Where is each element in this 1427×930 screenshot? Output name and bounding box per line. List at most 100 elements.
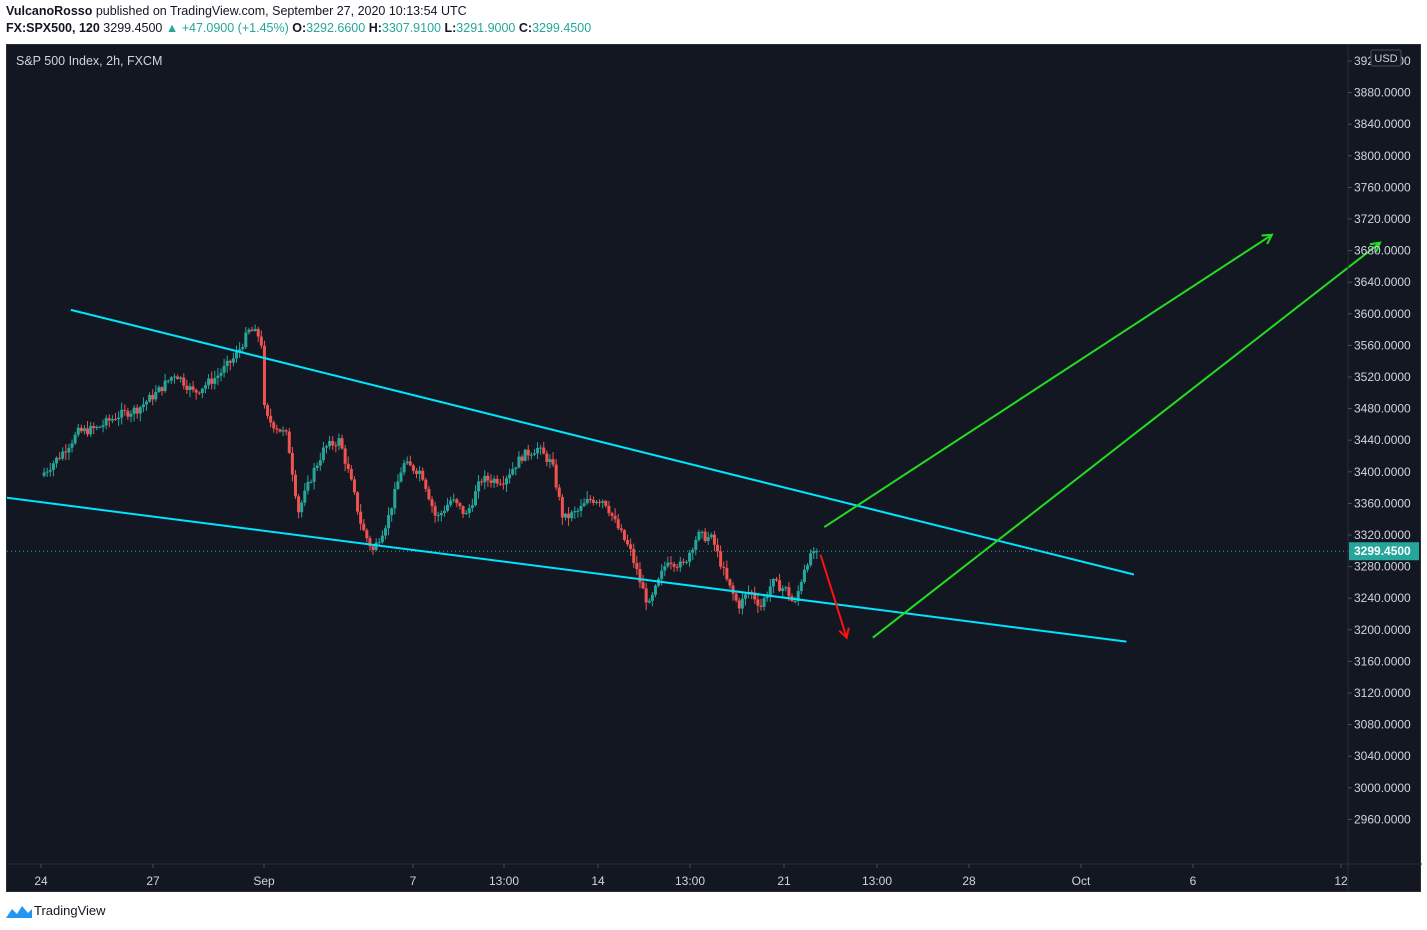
candle-body	[473, 491, 477, 506]
y-tick-label: 3640.0000	[1354, 275, 1411, 289]
candle-body	[731, 585, 735, 594]
candle-body	[421, 470, 425, 480]
candle-body	[325, 446, 329, 448]
candle-body	[430, 499, 434, 507]
x-tick-label: 13:00	[489, 874, 519, 888]
candle-body	[408, 461, 412, 466]
y-tick-label: 3240.0000	[1354, 591, 1411, 605]
candle-body	[796, 591, 800, 602]
candle-body	[660, 570, 664, 579]
candle-body	[635, 562, 639, 570]
candle-body	[405, 461, 409, 464]
candle-body	[536, 447, 540, 454]
open-label: O:	[292, 21, 307, 35]
candle-body	[774, 579, 778, 581]
candle-body	[113, 419, 117, 421]
y-tick-label: 3200.0000	[1354, 623, 1411, 637]
candle-body	[678, 561, 682, 568]
candle-body	[734, 593, 738, 601]
candle-body	[368, 538, 372, 547]
candle-body	[287, 431, 291, 453]
candle-body	[390, 508, 394, 516]
bull-arrow-2[interactable]	[872, 243, 1380, 639]
candle-body	[626, 540, 630, 545]
price-axis[interactable]: 3920.00003880.00003840.00003800.00003760…	[1348, 54, 1419, 826]
tradingview-logo-icon[interactable]	[6, 904, 32, 918]
candle-body	[275, 428, 279, 430]
candle-body	[436, 515, 440, 517]
candle-body	[725, 567, 729, 580]
bear-arrow[interactable]	[819, 554, 847, 638]
candle-body	[300, 502, 304, 513]
candle-body	[278, 429, 282, 432]
candle-body	[76, 427, 80, 435]
candle-body	[809, 553, 813, 566]
low-value: 3291.9000	[456, 21, 516, 35]
candle-body	[45, 471, 49, 473]
candle-body	[514, 467, 518, 470]
candle-body	[411, 465, 415, 471]
candle-body	[467, 508, 471, 514]
candle-body	[762, 598, 766, 607]
candle-body	[709, 534, 713, 538]
candle-body	[523, 449, 527, 461]
candle-body	[480, 481, 484, 483]
candle-body	[262, 345, 266, 406]
candle-body	[337, 438, 341, 446]
candle-body	[759, 605, 763, 607]
candle-body	[520, 456, 524, 461]
y-tick-label: 3320.0000	[1354, 528, 1411, 542]
candle-body	[579, 505, 583, 511]
chart-svg[interactable]: 3920.00003880.00003840.00003800.00003760…	[7, 45, 1422, 893]
x-tick-label: Sep	[253, 874, 275, 888]
candle-body	[765, 595, 769, 599]
last-price-tag	[1349, 542, 1419, 561]
publish-header: VulcanoRosso published on TradingView.co…	[0, 0, 1427, 44]
candle-body	[607, 505, 611, 514]
y-tick-label: 3360.0000	[1354, 496, 1411, 510]
trendline-upper[interactable]	[70, 308, 1135, 576]
candle-body	[439, 512, 443, 516]
x-tick-label: Oct	[1072, 874, 1091, 888]
candle-body	[98, 426, 102, 428]
y-tick-label: 3480.0000	[1354, 402, 1411, 416]
chart-frame[interactable]: 3920.00003880.00003840.00003800.00003760…	[6, 44, 1422, 893]
candle-body	[321, 447, 325, 461]
candle-body	[799, 581, 803, 592]
candle-body	[380, 535, 384, 543]
candle-body	[256, 328, 260, 337]
tradingview-brand[interactable]: TradingView	[34, 903, 106, 918]
candle-body	[303, 490, 307, 503]
trendline-lower[interactable]	[7, 473, 1127, 643]
candle-body	[464, 513, 468, 515]
candle-body	[815, 551, 819, 553]
candle-body	[793, 601, 797, 603]
candle-body	[393, 488, 397, 509]
time-axis[interactable]: 24 27 Sep 7 13:00 14 13:00 21 13:00 28 Oct 6 12	[34, 864, 1348, 888]
y-tick-label: 3720.0000	[1354, 212, 1411, 226]
candle-body	[151, 394, 155, 400]
high-value: 3307.9100	[381, 21, 441, 35]
candle-body	[334, 445, 338, 447]
candle-body	[697, 531, 701, 540]
candle-body	[771, 579, 775, 587]
candle-body	[371, 546, 375, 550]
candle-body	[297, 496, 301, 513]
candle-body	[650, 594, 654, 601]
candle-body	[213, 378, 217, 384]
y-tick-label: 3880.0000	[1354, 86, 1411, 100]
author-name[interactable]: VulcanoRosso	[6, 4, 93, 18]
candle-body	[284, 430, 288, 432]
y-tick-label: 3080.0000	[1354, 718, 1411, 732]
candle-body	[207, 378, 211, 386]
candle-body	[86, 428, 90, 435]
candle-body	[126, 410, 130, 417]
candle-body	[247, 329, 251, 333]
currency-badge: USD	[1370, 49, 1402, 67]
candle-body	[573, 511, 577, 513]
last-price: 3299.4500	[103, 21, 163, 35]
bull-arrow-1[interactable]	[823, 235, 1272, 528]
candle-body	[722, 566, 726, 568]
candle-body	[570, 512, 574, 519]
candle-body	[328, 441, 332, 447]
